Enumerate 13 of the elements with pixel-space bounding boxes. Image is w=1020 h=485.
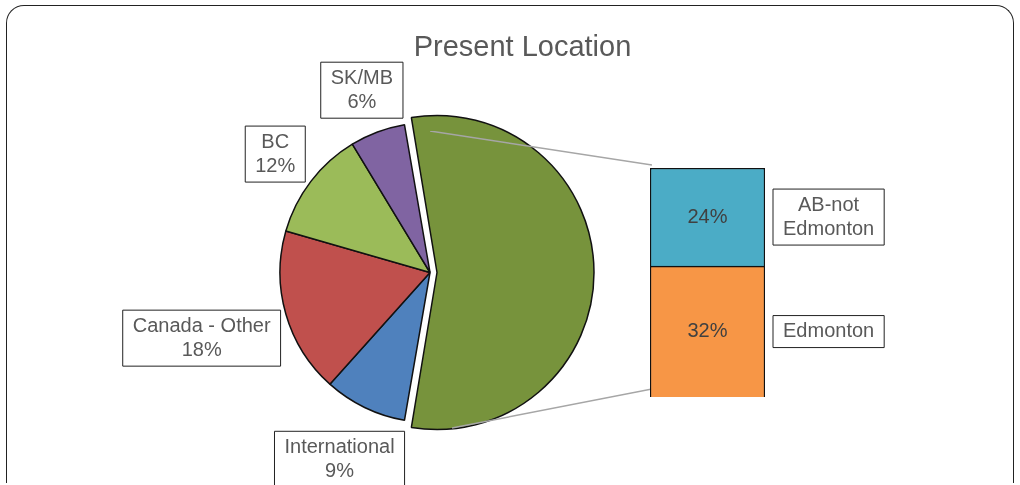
chart-title: Present Location: [412, 30, 633, 63]
slice-label: BC: [261, 129, 290, 152]
data-label: 18%: [181, 337, 222, 360]
series-label: Edmonton: [783, 319, 875, 342]
slice-label: Canada - Other: [132, 313, 271, 336]
data-label: 24%: [687, 204, 728, 227]
data-label: 9%: [325, 458, 355, 481]
data-label: 12%: [255, 153, 296, 176]
series-label: AB-not Edmonton: [783, 192, 875, 239]
slice-label: SK/MB: [330, 65, 393, 88]
data-label: 32%: [687, 319, 728, 342]
data-label: 6%: [347, 89, 377, 112]
slice-label: International: [284, 434, 395, 457]
